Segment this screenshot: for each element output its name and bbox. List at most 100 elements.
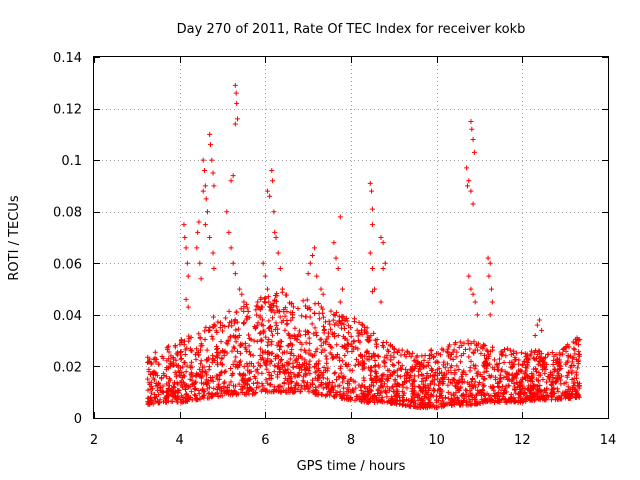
data-point [374,395,380,401]
data-point [303,349,309,355]
data-point [299,313,305,319]
data-point [512,384,518,390]
data-point [375,399,381,405]
data-point [476,379,482,385]
data-point [321,323,327,329]
data-point [215,383,221,389]
data-point [177,396,183,402]
data-points [145,82,583,411]
data-point [466,397,472,403]
data-point [206,367,212,373]
data-point [226,229,232,235]
data-point [295,387,301,393]
data-point [246,332,252,338]
data-point [328,326,334,332]
data-point [173,357,179,363]
data-point [238,306,244,312]
data-point [313,349,319,355]
data-point [187,384,193,390]
data-point [275,354,281,360]
data-point [407,375,413,381]
data-point [210,170,216,176]
data-point [187,346,193,352]
data-point [543,366,549,372]
data-point [434,359,440,365]
data-point [200,386,206,392]
data-point [352,379,358,385]
data-point [151,369,157,375]
data-point [156,381,162,387]
data-point [156,400,162,406]
data-point [182,386,188,392]
data-point [435,382,441,388]
data-point [341,385,347,391]
data-point [506,371,512,377]
data-point [224,384,230,390]
data-point [361,384,367,390]
data-point [234,348,240,354]
data-point [206,390,212,396]
data-point [385,367,391,373]
data-point [372,357,378,363]
data-point [495,390,501,396]
data-point [266,369,272,375]
data-point [195,229,201,235]
data-point [307,382,313,388]
data-point [195,350,201,356]
data-point [565,384,571,390]
data-point [228,379,234,385]
data-point [498,387,504,393]
data-point [274,342,280,348]
data-point [368,382,374,388]
data-point [220,328,226,334]
data-point [424,370,430,376]
data-point [342,326,348,332]
data-point [364,388,370,394]
data-point [554,369,560,375]
data-point [254,312,260,318]
data-point [170,362,176,368]
data-point [406,351,412,357]
data-point [557,377,563,383]
data-point [436,404,442,410]
data-point [512,399,518,405]
data-point [527,375,533,381]
data-point [383,376,389,382]
data-point [233,354,239,360]
data-point [531,382,537,388]
data-point [257,353,263,359]
data-point [357,361,363,367]
data-point [404,385,410,391]
data-point [564,360,570,366]
data-point [286,332,292,338]
data-point [338,393,344,399]
data-point [324,368,330,374]
data-point [210,324,216,330]
data-point [461,395,467,401]
data-point [167,377,173,383]
data-point [369,188,375,194]
data-point [485,255,491,261]
data-point [156,361,162,367]
data-point [575,365,581,371]
data-point [275,326,281,332]
data-point [232,82,238,88]
data-point [565,354,571,360]
data-point [205,209,211,215]
data-point [392,346,398,352]
x-tick-labels: 2 4 6 8 10 12 14 [90,433,616,448]
data-point [448,365,454,371]
data-point [291,304,297,310]
data-point [498,351,504,357]
data-point [412,357,418,363]
data-point [193,356,199,362]
data-point [566,387,572,393]
data-point [252,375,258,381]
data-point [242,384,248,390]
data-point [219,356,225,362]
data-point [230,361,236,367]
data-point [272,229,278,235]
data-point [560,351,566,357]
data-point [458,384,464,390]
data-point [209,333,215,339]
